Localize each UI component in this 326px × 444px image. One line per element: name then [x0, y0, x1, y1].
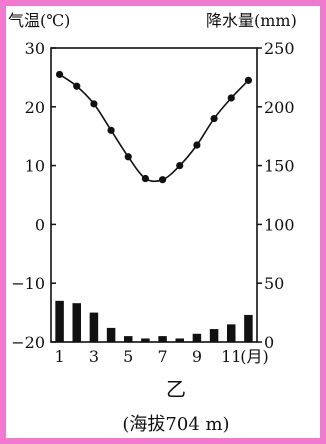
- precipitation-bar: [227, 324, 236, 342]
- right-tick-label: 0: [264, 333, 274, 352]
- temperature-point: [141, 174, 150, 183]
- chart-frame: 气温(℃) 降水量(mm) 30 20 10 0 −10 −20 250 200 150 100 5…: [6, 6, 320, 438]
- left-tick-label: 0: [35, 215, 45, 234]
- right-tick-label: 150: [264, 157, 295, 176]
- precipitation-bar: [55, 300, 64, 342]
- temperature-line: [59, 73, 249, 183]
- right-axis-label: 降水量(mm): [206, 11, 297, 30]
- precipitation-bar: [158, 336, 167, 342]
- precipitation-bar: [72, 303, 81, 342]
- temperature-point: [176, 162, 184, 170]
- x-unit-label: (月): [240, 347, 269, 366]
- precipitation-bar: [175, 338, 184, 342]
- temperature-point: [90, 100, 98, 108]
- precipitation-bar: [244, 314, 253, 342]
- temperature-point: [210, 114, 218, 123]
- precipitation-bar: [89, 312, 99, 342]
- x-tick-label: 9: [192, 347, 202, 366]
- left-tick-label: −20: [11, 333, 45, 352]
- precipitation-bar: [124, 336, 133, 342]
- x-tick-label: 5: [123, 347, 133, 366]
- left-tick-label: −10: [11, 274, 45, 293]
- elevation-label: (海拔704 m): [122, 414, 229, 435]
- x-tick-label: 11: [221, 347, 241, 366]
- left-tick-label: 20: [25, 98, 45, 117]
- temperature-point: [55, 70, 64, 79]
- x-tick-label: 3: [89, 347, 99, 366]
- precipitation-bar: [141, 338, 150, 342]
- precipitation-bar: [192, 333, 202, 342]
- right-tick-label: 250: [264, 39, 295, 58]
- left-axis-label: 气温(℃): [8, 11, 70, 30]
- x-tick-label: 1: [54, 347, 64, 366]
- location-label: 乙: [166, 377, 186, 401]
- temperature-point: [124, 153, 132, 161]
- temperature-point: [244, 76, 253, 84]
- left-tick-label: 10: [25, 157, 45, 176]
- right-tick-label: 200: [264, 98, 295, 117]
- left-tick-label: 30: [25, 39, 45, 58]
- precipitation-bar: [106, 327, 116, 342]
- right-tick-label: 100: [264, 215, 295, 234]
- temperature-point: [73, 82, 81, 90]
- temperature-point: [107, 126, 115, 134]
- temperature-point: [158, 176, 167, 184]
- x-tick-label: 7: [157, 347, 167, 366]
- temperature-point: [227, 94, 235, 102]
- climate-chart: 气温(℃) 降水量(mm) 3020100−10−202502001501005…: [8, 11, 297, 435]
- precipitation-bar: [209, 329, 219, 342]
- temperature-point: [193, 141, 201, 149]
- plot-border: [50, 47, 258, 343]
- right-tick-label: 50: [264, 274, 284, 293]
